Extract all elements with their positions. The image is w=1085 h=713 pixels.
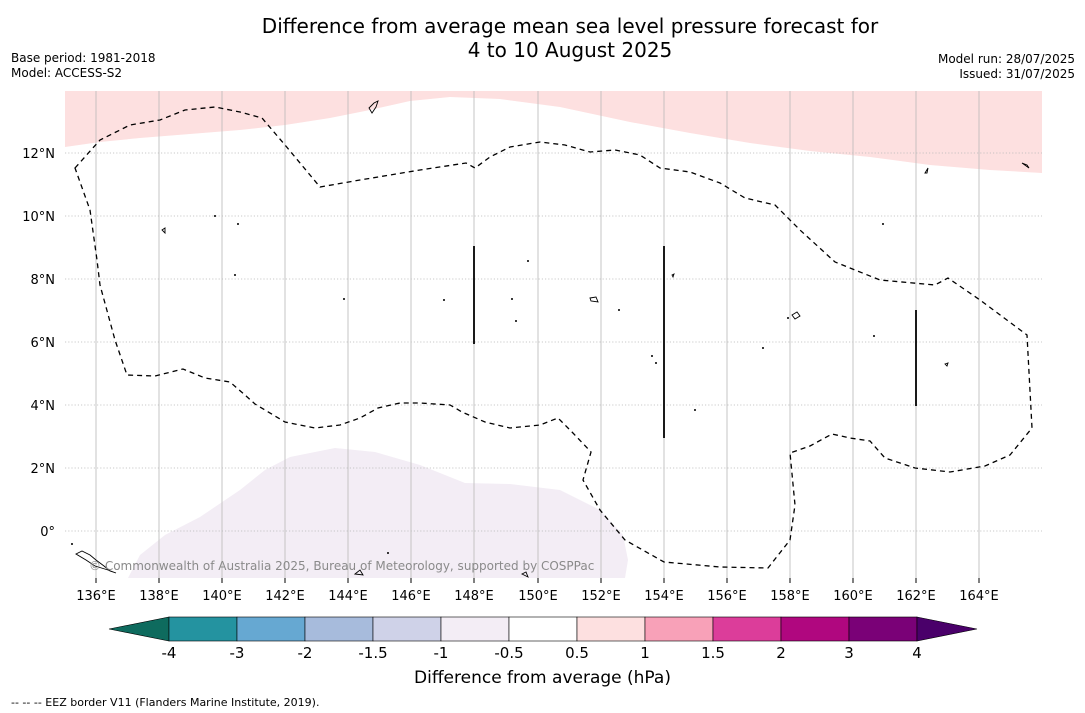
grid-lines: [65, 91, 1042, 578]
lon-tick-label: 146°E: [391, 589, 431, 604]
lat-tick-label: 4°N: [31, 399, 56, 414]
islands: [70, 100, 1030, 578]
lon-tick-label: 144°E: [328, 589, 368, 604]
positive-anomaly-region: [65, 91, 1042, 173]
chart-title: Difference from average mean sea level p…: [0, 14, 1085, 62]
eez-border: [74, 106, 1033, 569]
colorbar-tick-label: -3: [230, 644, 245, 662]
colorbar-label-text: Difference from average (hPa): [414, 668, 671, 688]
model-run-date: Model run: 28/07/2025: [937, 52, 1075, 66]
colorbar-tick-label: -1: [434, 644, 449, 662]
lat-tick-label: 0°: [40, 525, 55, 540]
colorbar-bin: [576, 616, 646, 642]
colorbar-bin: [712, 616, 782, 642]
colorbar-bin: [236, 616, 306, 642]
negative-anomaly-region: [128, 448, 628, 578]
colorbar-bin: [508, 616, 578, 642]
issued-date: Issued: 31/07/2025: [959, 66, 1075, 81]
lon-tick-label: 142°E: [265, 589, 305, 604]
colorbar-tick-label: -1.5: [358, 644, 387, 662]
model-info: Base period: 1981-2018 Model: ACCESS-S2: [11, 51, 156, 80]
colorbar: [108, 616, 978, 642]
colorbar-tick-label: -2: [298, 644, 313, 662]
colorbar-bin: [440, 616, 510, 642]
title-line-1: Difference from average mean sea level p…: [261, 14, 879, 38]
lon-tick-label: 150°E: [518, 589, 558, 604]
lon-tick-label: 154°E: [644, 589, 684, 604]
colorbar-bin: [848, 616, 918, 642]
lon-tick-label: 148°E: [454, 589, 494, 604]
colorbar-tick-label: 1.5: [701, 644, 725, 662]
lon-tick-label: 164°E: [959, 589, 999, 604]
lon-tick-label: 152°E: [581, 589, 621, 604]
lon-tick-label: 136°E: [76, 589, 116, 604]
colorbar-tick-label: 2: [776, 644, 786, 662]
lat-tick-label: 8°N: [31, 273, 56, 288]
lat-tick-label: 10°N: [22, 210, 55, 225]
colorbar-tick-label: -0.5: [494, 644, 523, 662]
colorbar-bin: [644, 616, 714, 642]
colorbar-extend-high: [916, 616, 978, 642]
copyright-credit: © Commonwealth of Australia 2025, Bureau…: [89, 559, 595, 573]
lon-tick-label: 140°E: [202, 589, 242, 604]
lat-tick-label: 6°N: [31, 336, 56, 351]
lon-tick-label: 162°E: [896, 589, 936, 604]
run-info: Model run: 28/07/2025 Issued: 31/07/2025: [938, 52, 1075, 81]
eez-footnote: -- -- -- EEZ border V11 (Flanders Marine…: [11, 696, 320, 709]
colorbar-bin: [372, 616, 442, 642]
title-line-2: 4 to 10 August 2025: [467, 38, 673, 62]
colorbar-tick-label: 3: [844, 644, 854, 662]
x-tick-marks: [95, 578, 980, 583]
colorbar-tick-label: 0.5: [565, 644, 589, 662]
colorbar-tick-label: 1: [640, 644, 650, 662]
colorbar-tick-label: 4: [912, 644, 922, 662]
lon-tick-label: 156°E: [707, 589, 747, 604]
lat-tick-label: 12°N: [22, 147, 55, 162]
lat-tick-label: 2°N: [31, 462, 56, 477]
colorbar-bin: [168, 616, 238, 642]
colorbar-bin: [780, 616, 850, 642]
colorbar-bin: [304, 616, 374, 642]
boundary-segments: [473, 246, 917, 438]
colorbar-extend-low: [108, 616, 170, 642]
lon-tick-label: 138°E: [139, 589, 179, 604]
lon-tick-label: 160°E: [833, 589, 873, 604]
lon-tick-label: 158°E: [770, 589, 810, 604]
colorbar-label: Difference from average (hPa): [0, 668, 1085, 688]
base-period: Base period: 1981-2018: [11, 51, 156, 65]
colorbar-tick-label: -4: [162, 644, 177, 662]
model-name: Model: ACCESS-S2: [11, 65, 123, 80]
